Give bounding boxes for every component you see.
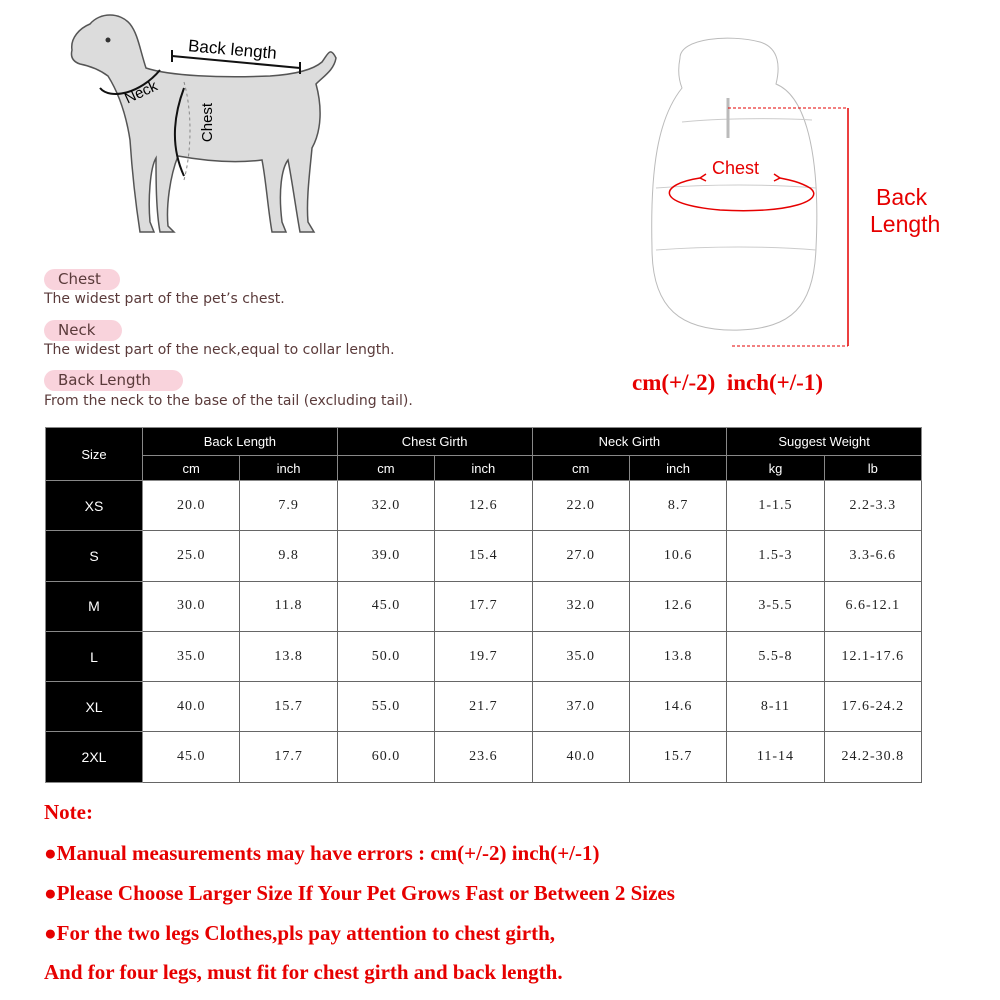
size-cell: XS [45,479,143,532]
value-cell: 27.0 [531,530,630,582]
size-cell: S [45,530,143,582]
dog-measurement-diagram: Back length Neck Chest [60,10,350,250]
value-cell: 20.0 [141,479,241,532]
unit-header: lb [823,455,923,481]
value-cell: 1-1.5 [726,479,825,532]
note-line: And for four legs, must fit for chest gi… [44,960,563,984]
table-row: 2XL 45.0 17.7 60.0 23.6 40.0 15.7 11-14 24.2-30.… [45,731,923,783]
value-cell: 25.0 [141,530,241,582]
value-cell: 8.7 [628,479,728,532]
value-cell: 6.6-12.1 [823,580,923,632]
value-cell: 35.0 [141,630,241,683]
value-cell: 12.6 [628,580,728,632]
value-cell: 3.3-6.6 [823,530,923,582]
size-cell: XL [45,681,143,733]
value-cell: 37.0 [531,681,630,733]
value-cell: 1.5-3 [726,530,825,582]
value-cell: 17.6-24.2 [823,681,923,733]
group-header-suggest-weight: Suggest Weight [726,427,922,456]
note-line: ●Please Choose Larger Size If Your Pet G… [44,881,675,905]
value-cell: 45.0 [141,731,241,783]
note-title: Note: [44,800,93,824]
group-header-chest-girth: Chest Girth [336,427,533,456]
table-row: XL 40.0 15.7 55.0 21.7 37.0 14.6 8-11 17.6-24.2 [45,681,923,733]
group-header-back-length: Back Length [142,427,338,456]
value-cell: 55.0 [336,681,436,733]
coat-illustration-icon [651,37,849,347]
size-cell: 2XL [45,731,143,783]
value-cell: 10.6 [628,530,728,582]
value-cell: 22.0 [531,479,630,532]
dog-chest-label: Chest [199,102,217,143]
neck-definition: The widest part of the neck,equal to col… [44,342,395,358]
size-cell: M [45,580,143,632]
table-row: M 30.0 11.8 45.0 17.7 32.0 12.6 3-5.5 6.6-12.1 [45,580,923,632]
value-cell: 2.2-3.3 [823,479,923,532]
value-cell: 40.0 [141,681,241,733]
unit-header: cm [141,455,241,481]
tolerance-label: cm(+/-2) inch(+/-1) [632,370,823,395]
value-cell: 24.2-30.8 [823,731,923,783]
back-length-term-badge: Back Length [44,370,183,391]
note-line: ●Manual measurements may have errors : c… [44,841,600,865]
value-cell: 12.6 [434,479,533,532]
value-cell: 11-14 [726,731,825,783]
unit-header: inch [434,455,533,481]
value-cell: 32.0 [336,479,436,532]
value-cell: 23.6 [434,731,533,783]
value-cell: 40.0 [531,731,630,783]
table-unit-header-row: cm inch cm inch cm inch kg lb [46,455,923,481]
note-line: ●For the two legs Clothes,pls pay attent… [44,921,556,945]
coat-chest-label: Chest [712,158,760,178]
value-cell: 35.0 [531,630,630,683]
value-cell: 32.0 [531,580,630,632]
value-cell: 8-11 [726,681,825,733]
chest-definition: The widest part of the pet’s chest. [44,291,285,307]
back-length-definition: From the neck to the base of the tail (e… [44,393,413,409]
value-cell: 12.1-17.6 [823,630,923,683]
table-row: S 25.0 9.8 39.0 15.4 27.0 10.6 1.5-3 3.3-6.6 [45,530,923,582]
value-cell: 15.7 [628,731,728,783]
dog-silhouette-icon [70,14,337,233]
size-column-header: Size [45,427,143,481]
value-cell: 15.4 [434,530,533,582]
value-cell: 13.8 [239,630,338,683]
value-cell: 30.0 [141,580,241,632]
coat-measurement-diagram: Chest Back Length [640,28,960,358]
unit-header: inch [628,455,728,481]
unit-header: cm [531,455,630,481]
coat-back-label: Back [876,184,928,210]
value-cell: 3-5.5 [726,580,825,632]
value-cell: 13.8 [628,630,728,683]
coat-length-label: Length [870,211,941,237]
value-cell: 11.8 [239,580,338,632]
value-cell: 14.6 [628,681,728,733]
size-chart-table: Size Back Length Chest Girth Neck Girth … [45,427,923,783]
value-cell: 5.5-8 [726,630,825,683]
value-cell: 21.7 [434,681,533,733]
value-cell: 17.7 [239,731,338,783]
unit-header: cm [336,455,436,481]
unit-header: kg [726,455,825,481]
table-row: XS 20.0 7.9 32.0 12.6 22.0 8.7 1-1.5 2.2-3.3 [45,479,923,532]
value-cell: 15.7 [239,681,338,733]
value-cell: 50.0 [336,630,436,683]
value-cell: 60.0 [336,731,436,783]
chest-term-badge: Chest [44,269,120,290]
unit-header: inch [239,455,338,481]
group-header-neck-girth: Neck Girth [531,427,728,456]
value-cell: 7.9 [239,479,338,532]
table-group-header-row: Size Back Length Chest Girth Neck Girth … [45,427,922,481]
value-cell: 39.0 [336,530,436,582]
size-cell: L [45,630,143,683]
value-cell: 17.7 [434,580,533,632]
neck-term-badge: Neck [44,320,122,341]
value-cell: 45.0 [336,580,436,632]
table-row: L 35.0 13.8 50.0 19.7 35.0 13.8 5.5-8 12.1-17.6 [45,630,923,683]
value-cell: 19.7 [434,630,533,683]
value-cell: 9.8 [239,530,338,582]
